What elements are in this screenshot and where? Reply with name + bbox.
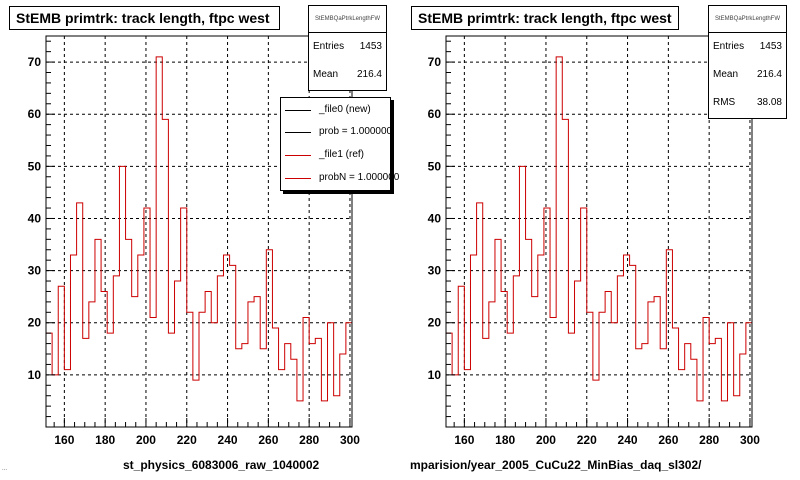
left-y-tick-label: 10 [28, 368, 42, 382]
right-stats-entries-label: Entries [713, 41, 745, 52]
left-x-tick-label: 180 [95, 433, 115, 447]
left-stats-entries-label: Entries [313, 41, 345, 52]
right-histogram-series-0 [445, 56, 753, 427]
right-x-tick-label: 160 [454, 433, 474, 447]
left-x-tick-label: 260 [258, 433, 278, 447]
right-y-tick-label: 60 [428, 107, 442, 121]
right-y-tick-label: 10 [428, 368, 442, 382]
right-y-tick-label: 30 [428, 264, 442, 278]
right-histogram: 160 180 200 220 240 260 280 300 10 20 30 40 50 60 70 [428, 35, 760, 447]
left-y-tick-label: 70 [28, 55, 42, 69]
left-stats-mean-row: Mean 216.4 [309, 61, 386, 89]
left-plot-title: StEMB primtrk: track length, ftpc west [9, 6, 280, 30]
right-y-tick-label: 70 [428, 55, 442, 69]
right-y-tick-label: 20 [428, 316, 442, 330]
legend-label-file0: _file0 (new) [319, 104, 371, 115]
legend-label-prob: prob = 1.000000 [319, 126, 393, 137]
legend-swatch-prob [285, 132, 311, 133]
footer-text: ... [2, 466, 8, 472]
right-x-tick-label: 260 [658, 433, 678, 447]
left-plot-pane: 160 180 200 220 240 260 280 300 10 20 30 40 50 60 70 S… [9, 5, 399, 472]
right-stats-name: StEMBQaPtrkLengthFW [709, 6, 786, 33]
left-x-axis-label: st_physics_6083006_raw_1040002 [123, 458, 320, 472]
legend-label-file1: _file1 (ref) [319, 149, 365, 160]
left-y-tick-label: 60 [28, 107, 42, 121]
right-stats-mean-value: 216.4 [756, 69, 782, 80]
legend-swatch-probn [285, 178, 311, 179]
left-y-tick-label: 50 [28, 159, 42, 173]
left-y-tick-label: 40 [28, 211, 42, 225]
legend-box: _file0 (new) prob = 1.000000 _file1 (ref… [280, 97, 399, 191]
right-stats-rms-value: 38.08 [756, 97, 782, 108]
left-y-tick-label: 20 [28, 316, 42, 330]
left-x-tick-label: 200 [136, 433, 156, 447]
left-stats-name: StEMBQaPtrkLengthFW [309, 6, 386, 33]
legend-item-prob: prob = 1.000000 [281, 123, 393, 143]
left-x-tick-label: 240 [218, 433, 238, 447]
right-stats-rms-label: RMS [713, 97, 736, 108]
left-stats-entries-row: Entries 1453 [309, 33, 386, 61]
legend-item-file0: _file0 (new) [281, 101, 390, 121]
legend-item-file1: _file1 (ref) [281, 146, 390, 166]
left-stats-mean-value: 216.4 [356, 69, 382, 80]
legend-label-probn: probN = 1.000000 [319, 172, 400, 183]
right-y-tick-label: 50 [428, 159, 442, 173]
right-x-tick-label: 200 [536, 433, 556, 447]
legend-swatch-file0 [285, 110, 311, 111]
right-stats-mean-label: Mean [713, 69, 739, 80]
right-x-tick-label: 220 [577, 433, 597, 447]
right-stats-rms-row: RMS 38.08 [709, 89, 786, 117]
left-x-tick-label: 220 [177, 433, 197, 447]
right-x-axis-label: mparision/year_2005_CuCu22_MinBias_daq_s… [410, 458, 702, 472]
right-x-tick-label: 180 [495, 433, 515, 447]
right-plot-title: StEMB primtrk: track length, ftpc west [411, 6, 679, 30]
right-plot-frame [445, 35, 753, 428]
right-x-tick-label: 280 [699, 433, 719, 447]
left-y-tick-label: 30 [28, 264, 42, 278]
left-stats-box: StEMBQaPtrkLengthFW Entries 1453 Mean 21… [308, 5, 387, 91]
right-stats-entries-row: Entries 1453 [709, 33, 786, 61]
left-stats-entries-value: 1453 [359, 41, 382, 52]
left-stats-mean-label: Mean [313, 69, 339, 80]
left-plot-frame [45, 35, 353, 428]
right-y-tick-label: 40 [428, 211, 442, 225]
right-stats-mean-row: Mean 216.4 [709, 61, 786, 89]
right-stats-box: StEMBQaPtrkLengthFW Entries 1453 Mean 21… [708, 5, 787, 119]
left-histogram-series-0 [45, 56, 353, 427]
left-x-tick-label: 300 [340, 433, 360, 447]
right-x-tick-label: 300 [740, 433, 760, 447]
right-x-tick-label: 240 [618, 433, 638, 447]
legend-swatch-file1 [285, 155, 311, 156]
left-x-tick-label: 280 [299, 433, 319, 447]
left-x-tick-label: 160 [54, 433, 74, 447]
legend-item-probn: probN = 1.000000 [281, 169, 399, 189]
right-stats-entries-value: 1453 [759, 41, 782, 52]
right-plot-pane: 160 180 200 220 240 260 280 300 10 20 30 40 50 60 70 S… [400, 0, 800, 480]
